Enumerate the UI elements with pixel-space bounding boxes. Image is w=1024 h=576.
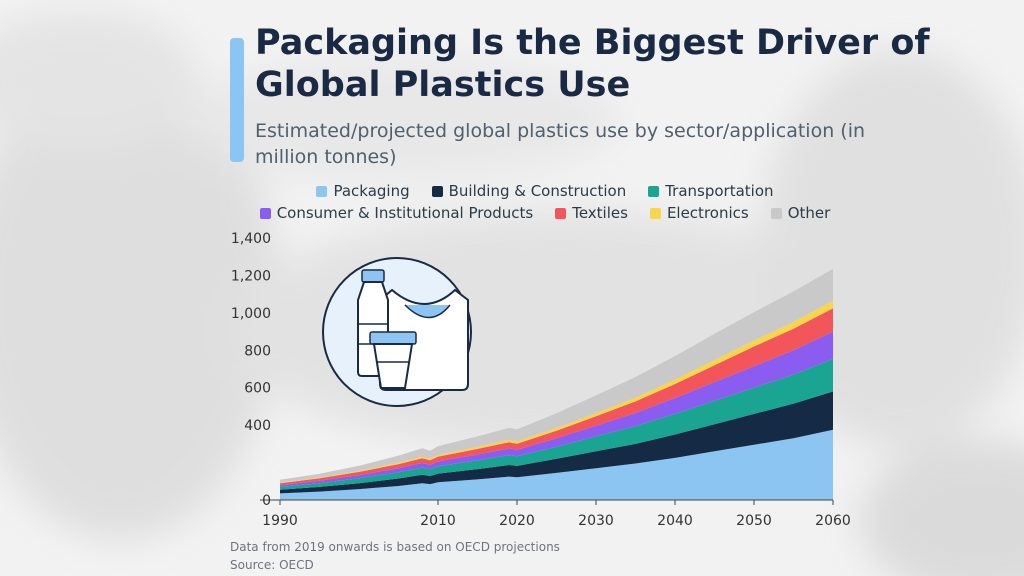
bottle-cap-icon [361, 269, 385, 283]
legend-swatch [259, 207, 271, 219]
x-tick-label: 2030 [578, 513, 614, 529]
legend-item-textiles: Textiles [555, 204, 628, 222]
x-tick-label: 2050 [736, 513, 772, 529]
legend-item-electronics: Electronics [649, 204, 749, 222]
legend: Packaging Building & Construction Transpor… [230, 182, 860, 222]
legend-item-consumer-institutional-products: Consumer & Institutional Products [259, 204, 534, 222]
legend-label: Electronics [666, 204, 749, 222]
x-tick-label: 2060 [815, 513, 851, 529]
area-packaging [280, 429, 833, 500]
y-tick-label: 400 [244, 418, 271, 434]
legend-swatch [555, 207, 567, 219]
source-note: Source: OECD [230, 558, 314, 572]
y-tick-label: 0 [262, 493, 271, 509]
legend-item-transportation: Transportation [648, 182, 774, 200]
x-tick-label: 2010 [420, 513, 456, 529]
cup-lid-icon [369, 331, 417, 345]
y-tick-label: 600 [244, 381, 271, 397]
legend-label: Building & Construction [448, 182, 627, 200]
legend-label: Packaging [333, 182, 410, 200]
series-areas [280, 268, 833, 500]
legend-item-building-construction: Building & Construction [431, 182, 627, 200]
page-subtitle: Estimated/projected global plastics use … [255, 120, 866, 168]
y-tick-label: 1,000 [231, 306, 271, 322]
footnote: Data from 2019 onwards is based on OECD … [230, 540, 560, 554]
legend-swatch [648, 185, 660, 197]
y-tick-label: 1,400 [231, 231, 271, 247]
legend-swatch [431, 185, 443, 197]
plastic-items-illustration [322, 257, 472, 407]
legend-label: Transportation [665, 182, 774, 200]
legend-label: Consumer & Institutional Products [276, 204, 534, 222]
y-tick-label: 1,200 [231, 268, 271, 284]
legend-item-packaging: Packaging [316, 182, 410, 200]
x-tick-label: 2040 [657, 513, 693, 529]
legend-swatch [770, 207, 782, 219]
legend-label: Other [787, 204, 831, 222]
bag-handle-icon [404, 304, 451, 319]
area-building-construction [280, 391, 833, 494]
legend-label: Textiles [572, 204, 628, 222]
page-title: Packaging Is the Biggest Driver of Globa… [255, 23, 930, 105]
axes: 0 400 600 800 1,000 1,200 1,400 1990 2010 2020 203… [231, 231, 851, 529]
legend-swatch [316, 185, 328, 197]
accent-bar [230, 38, 244, 162]
x-tick-label: 1990 [262, 513, 298, 529]
y-tick-label: 800 [244, 343, 271, 359]
legend-item-other: Other [770, 204, 831, 222]
legend-swatch [649, 207, 661, 219]
x-tick-label: 2020 [499, 513, 535, 529]
cup-icon [372, 343, 414, 389]
